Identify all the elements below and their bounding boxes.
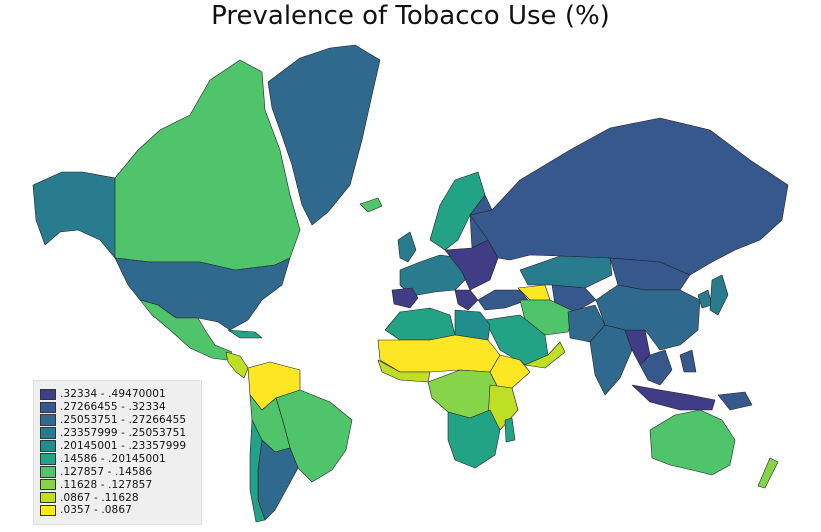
region-north-africa-west (384, 307, 456, 341)
region-japan (709, 274, 729, 316)
region-mexico (139, 299, 233, 361)
region-central-asia (551, 284, 597, 313)
legend-label: .25053751 - .27266455 (60, 414, 187, 427)
region-united-states (114, 257, 291, 331)
map-title: Prevalence of Tobacco Use (%) (211, 1, 610, 31)
region-madagascar (504, 417, 516, 443)
legend-item: .11628 - .127857 (40, 478, 201, 491)
legend-label: .32334 - .49470001 (60, 388, 166, 401)
region-philippines (679, 349, 697, 373)
region-uk-ireland (397, 231, 417, 263)
region-india (589, 324, 633, 396)
region-australia (649, 409, 736, 476)
legend-item: .32334 - .49470001 (40, 388, 201, 401)
map-legend: .32334 - .49470001 .27266455 - .32334 .2… (33, 380, 202, 525)
region-eastern-europe (444, 239, 499, 291)
legend-label: .20145001 - .23357999 (60, 440, 187, 452)
legend-item: .0357 - .0867 (40, 504, 201, 517)
legend-label: .23357999 - .25053751 (60, 427, 187, 440)
legend-label: .0867 - .11628 (60, 491, 139, 504)
legend-swatch (40, 401, 56, 414)
region-iberia (391, 287, 419, 309)
legend-swatch (40, 440, 56, 452)
legend-label: .0357 - .0867 (60, 504, 132, 517)
legend-item: .25053751 - .27266455 (40, 414, 201, 427)
region-north-africa-east (454, 309, 491, 341)
legend-swatch (40, 453, 56, 465)
legend-label: .127857 - .14586 (60, 465, 153, 478)
legend-label: .11628 - .127857 (60, 478, 153, 491)
legend-label: .27266455 - .32334 (60, 401, 166, 414)
region-greenland (267, 44, 381, 226)
legend-item: .127857 - .14586 (40, 465, 201, 478)
region-new-zealand (757, 457, 779, 489)
legend-swatch (40, 491, 56, 504)
region-chile (249, 419, 266, 523)
region-cuba (227, 329, 263, 339)
legend-label: .14586 - .20145001 (60, 452, 166, 465)
region-china (595, 284, 701, 351)
region-southern-africa (447, 409, 501, 469)
legend-swatch (40, 466, 56, 478)
region-korea (697, 289, 713, 309)
region-southeast-asia (639, 349, 673, 386)
region-central-america (225, 351, 249, 379)
legend-item: .14586 - .20145001 (40, 452, 201, 465)
region-alaska (32, 171, 116, 259)
legend-item: .0867 - .11628 (40, 491, 201, 504)
legend-swatch (40, 388, 56, 401)
legend-swatch (40, 427, 56, 439)
region-russia (469, 117, 789, 276)
region-indonesia (631, 384, 716, 411)
legend-item: .20145001 - .23357999 (40, 440, 201, 453)
legend-swatch (40, 478, 56, 491)
region-papua-new-guinea (717, 391, 753, 411)
legend-item: .23357999 - .25053751 (40, 427, 201, 440)
region-yemen-oman (524, 341, 566, 369)
region-balkans (454, 289, 479, 311)
region-sahel (377, 334, 501, 373)
region-kazakhstan (519, 255, 613, 289)
legend-item: .27266455 - .32334 (40, 401, 201, 414)
region-iceland (359, 197, 383, 213)
legend-swatch (40, 504, 56, 517)
legend-swatch (40, 414, 56, 426)
